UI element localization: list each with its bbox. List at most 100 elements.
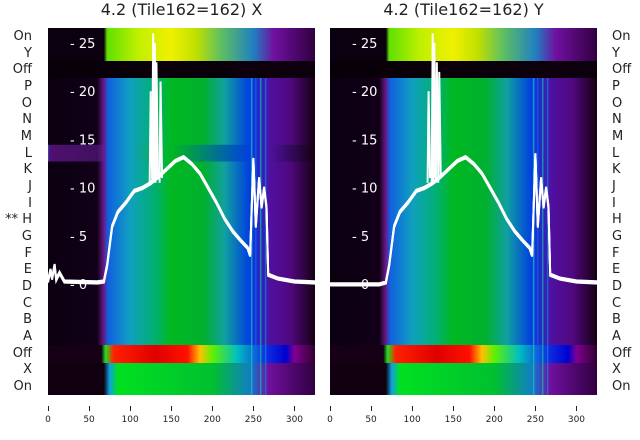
heatmap-row-Y <box>330 61 597 79</box>
row-label-f: F <box>612 245 620 261</box>
heatmap-row-I <box>48 211 315 229</box>
heatmap-row-D <box>48 295 315 313</box>
heatmap-row-H <box>330 228 597 246</box>
row-label-d: D <box>21 279 32 295</box>
y-tick-label: - 20 <box>70 85 95 100</box>
row-label-o: O <box>21 95 32 111</box>
heatmap-row-Off <box>48 363 315 395</box>
heatmap-row-E <box>330 278 597 296</box>
y-tick-label: - 10 <box>70 182 95 197</box>
x-tick-label: 150 <box>444 415 462 425</box>
heatmap-row-J <box>330 194 597 213</box>
heatmap-row-Off <box>330 78 597 96</box>
y-tick-label: - 20 <box>352 85 377 100</box>
row-label-i: I <box>612 195 616 211</box>
heatmap-row-O <box>330 111 597 129</box>
row-label-j: J <box>612 179 616 195</box>
x-tick-label: 100 <box>121 415 139 425</box>
row-marker: ** <box>5 212 23 228</box>
row-label-c: C <box>22 295 32 311</box>
x-tick-label: 250 <box>244 415 262 425</box>
row-label-e: E <box>23 262 32 278</box>
heatmap-row-B <box>48 328 315 346</box>
row-label-off: Off <box>12 62 32 78</box>
row-label-off: Off <box>612 345 632 361</box>
row-label-h: ** H <box>5 212 32 228</box>
heatmap-row-A <box>330 345 597 364</box>
x-tick-mark <box>330 406 331 411</box>
heatmap-row-M <box>330 144 597 162</box>
row-label-n: N <box>22 112 32 128</box>
x-tick-label: 300 <box>567 415 586 425</box>
x-tick-mark <box>171 406 173 411</box>
x-tick-label: 0 <box>45 415 51 425</box>
row-label-h: H <box>612 212 622 228</box>
heatmap-row-N <box>330 128 597 146</box>
heatmap-row-O <box>48 111 315 129</box>
heatmap-row-Off <box>48 78 315 96</box>
x-tick-mark <box>453 406 455 411</box>
x-tick-label: 200 <box>203 415 221 425</box>
heatmap-row-L <box>48 161 315 179</box>
row-label-y: Y <box>24 45 32 61</box>
heatmap-row-K <box>48 178 315 196</box>
row-label-i: I <box>28 195 32 211</box>
heatmap-row-C <box>48 311 315 329</box>
row-label-d: D <box>612 279 623 295</box>
heatmap-row-L <box>330 161 597 179</box>
row-label-off: Off <box>12 345 32 361</box>
row-label-p: P <box>24 79 32 94</box>
heatmap-row-On <box>48 28 315 62</box>
spike-line <box>154 62 159 183</box>
row-label-b: B <box>612 312 621 328</box>
heatmap-row-E <box>48 278 315 296</box>
row-label-x: X <box>612 362 621 378</box>
x-tick-mark <box>412 406 414 411</box>
row-label-a: A <box>23 329 32 345</box>
heatmap-row-Y <box>48 61 315 79</box>
row-label-b: B <box>23 312 32 328</box>
row-label-o: O <box>612 95 623 111</box>
row-label-on: On <box>13 379 32 395</box>
row-label-g: G <box>21 229 32 245</box>
profile-line <box>48 157 315 285</box>
heatmap-row-On <box>330 28 597 62</box>
y-tick-label: - 5 <box>70 230 87 245</box>
y-tick-label: - 15 <box>352 133 377 148</box>
heatmap-row-P <box>330 94 597 112</box>
y-tick-label: - 25 <box>70 37 95 52</box>
row-label-on: On <box>13 29 32 44</box>
x-tick-mark <box>294 406 296 411</box>
heatmap-row-F <box>330 261 597 279</box>
row-label-m: M <box>20 129 32 145</box>
x-tick-label: 0 <box>327 415 333 425</box>
x-tick-mark <box>89 406 91 411</box>
row-label-m: M <box>612 129 624 145</box>
spike-line <box>158 81 164 183</box>
row-label-a: A <box>612 329 621 345</box>
x-tick-mark <box>535 406 537 411</box>
heatmap-row-G <box>330 245 597 263</box>
row-label-y: Y <box>612 45 620 61</box>
heatmap-row-B <box>330 328 597 346</box>
heatmap-panel-y: - 0- 5- 10- 15- 20- 25 <box>330 28 597 395</box>
spike-line <box>426 91 432 183</box>
spike-line <box>437 71 442 183</box>
heatmap-row-I <box>330 211 597 229</box>
row-label-k: K <box>23 162 32 178</box>
x-tick-label: 200 <box>485 415 503 425</box>
heatmap-row-Off <box>330 363 597 395</box>
y-tick-label: - 15 <box>70 133 95 148</box>
row-label-k: K <box>612 162 621 178</box>
heatmap-row-G <box>48 245 315 263</box>
heatmap-row-D <box>330 295 597 313</box>
row-label-off: Off <box>612 62 632 78</box>
x-tick-label: 50 <box>83 415 95 425</box>
heatmap-row-P <box>48 94 315 112</box>
x-tick-label: 250 <box>526 415 544 425</box>
left-panel-title: 4.2 (Tile162=162) X <box>100 0 263 19</box>
heatmap-panel-x: - 0- 5- 10- 15- 20- 25 <box>48 28 315 395</box>
y-tick-label: - 5 <box>352 230 369 245</box>
profile-line <box>330 155 597 287</box>
x-tick-label: 300 <box>285 415 304 425</box>
